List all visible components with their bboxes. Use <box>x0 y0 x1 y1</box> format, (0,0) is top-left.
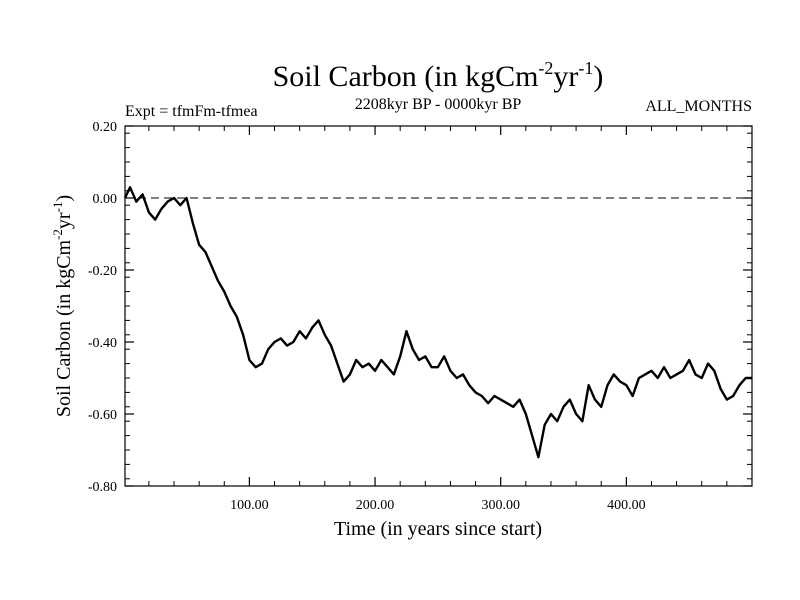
y-label-end: ) <box>53 195 75 202</box>
plot-frame <box>124 125 753 487</box>
y-tick-label: -0.20 <box>88 264 117 279</box>
x-axis-label: Time (in years since start) <box>334 518 542 540</box>
y-label-mid: yr <box>53 212 75 229</box>
y-label-main: Soil Carbon (in kgCm <box>53 239 75 417</box>
title-main: Soil Carbon (in kgCm <box>273 60 539 93</box>
period-label: 2208kyr BP - 0000kyr BP <box>355 96 522 113</box>
title-end: ) <box>593 60 603 93</box>
y-label-sup2: -1 <box>50 202 65 213</box>
x-axis-ticks: 100.00 200.00 300.00 400.00 <box>230 126 646 513</box>
expt-label: Expt = tfmFm-tfmea <box>125 103 258 120</box>
y-tick-label: 0.20 <box>93 120 118 135</box>
x-tick-label: 400.00 <box>607 498 646 513</box>
x-tick-label: 100.00 <box>230 498 269 513</box>
months-label: ALL_MONTHS <box>645 98 752 115</box>
y-tick-label: -0.60 <box>88 408 117 423</box>
y-label-sup1: -2 <box>50 229 65 240</box>
chart-title: Soil Carbon (in kgCm-2yr-1) <box>273 58 604 93</box>
y-tick-label: -0.80 <box>88 480 117 495</box>
series-line-soil-carbon <box>123 186 752 459</box>
y-tick-label: -0.40 <box>88 336 117 351</box>
x-tick-label: 200.00 <box>356 498 395 513</box>
minor-ticks <box>125 126 752 486</box>
y-tick-label: 0.00 <box>93 192 118 207</box>
title-sup1: -2 <box>538 58 553 78</box>
y-axis-ticks: 0.20 0.00 -0.20 -0.40 -0.60 -0.80 <box>88 120 752 495</box>
title-sup2: -1 <box>578 58 593 78</box>
y-axis-label: Soil Carbon (in kgCm-2yr-1) <box>50 195 75 417</box>
x-tick-label: 300.00 <box>481 498 520 513</box>
title-mid: yr <box>553 60 578 93</box>
